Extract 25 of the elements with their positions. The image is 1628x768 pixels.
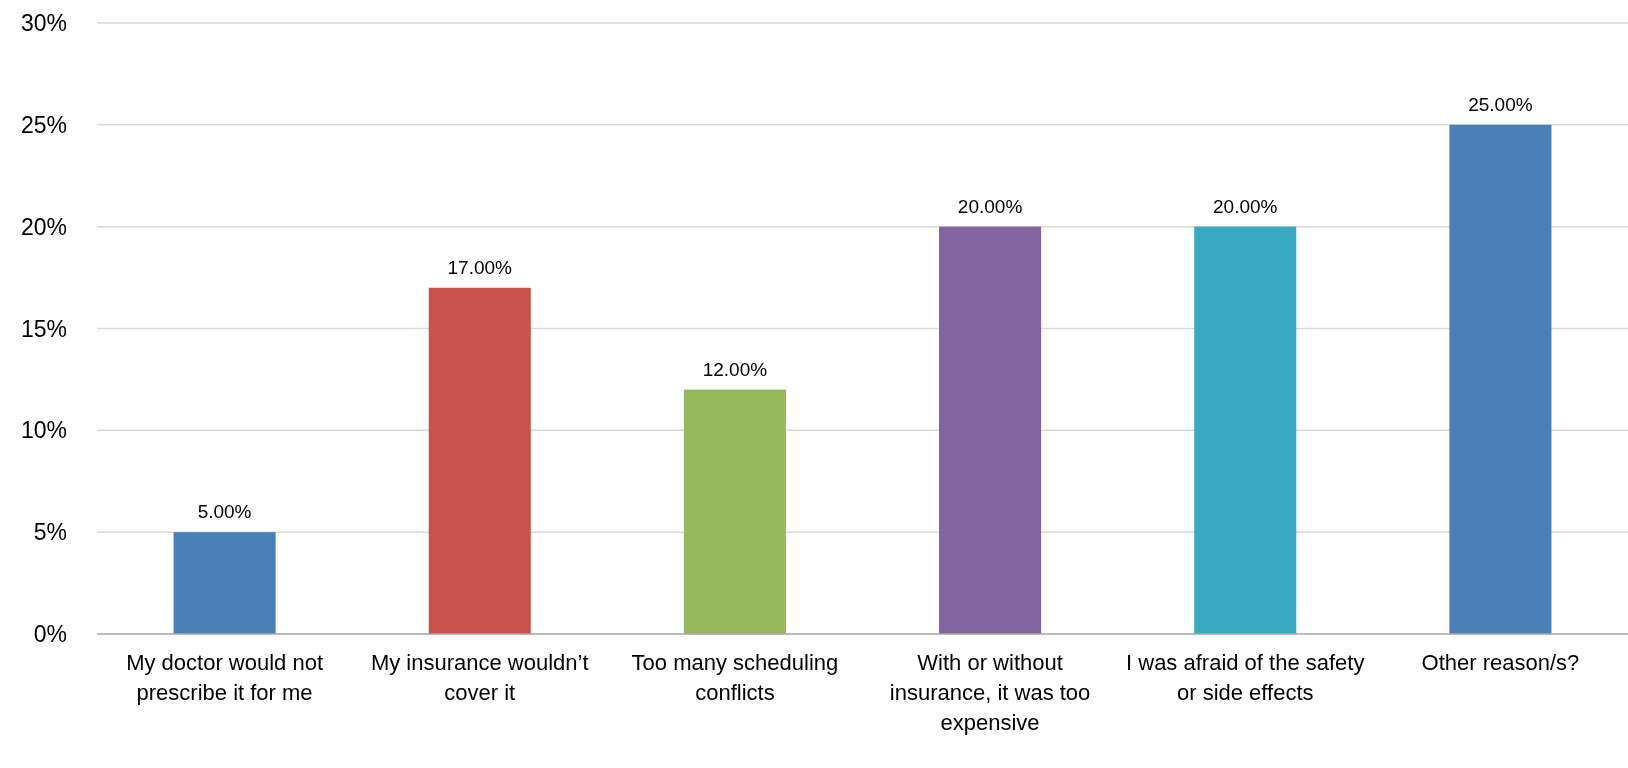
bar [683, 389, 786, 634]
y-tick-label: 5% [33, 519, 67, 546]
y-tick-label: 0% [33, 621, 67, 648]
data-label: 20.00% [1213, 195, 1278, 217]
y-tick-label: 15% [20, 315, 67, 342]
bar [173, 532, 276, 634]
bar [1194, 226, 1297, 634]
bar [1449, 124, 1552, 634]
data-label: 25.00% [1468, 93, 1533, 115]
y-tick-label: 25% [20, 111, 67, 138]
bar [939, 226, 1042, 634]
y-tick-label: 20% [20, 213, 67, 240]
y-tick-label: 30% [20, 10, 67, 37]
data-label: 5.00% [197, 501, 252, 523]
x-tick-label: My doctor would not prescribe it for me [126, 650, 324, 705]
x-tick-label: I was afraid of the safety or side effects [1126, 650, 1365, 705]
bar [428, 287, 531, 634]
y-tick-label: 10% [20, 417, 67, 444]
x-tick-label: My insurance wouldn’t cover it [370, 650, 589, 705]
x-tick-label: Too many scheduling conflicts [631, 650, 839, 705]
x-tick-label: With or without insurance, it was too expensive [889, 650, 1091, 735]
data-label: 12.00% [702, 358, 768, 380]
data-label: 20.00% [957, 195, 1023, 217]
x-tick-label: Other reason/s? [1421, 650, 1580, 675]
data-label: 17.00% [447, 256, 513, 278]
